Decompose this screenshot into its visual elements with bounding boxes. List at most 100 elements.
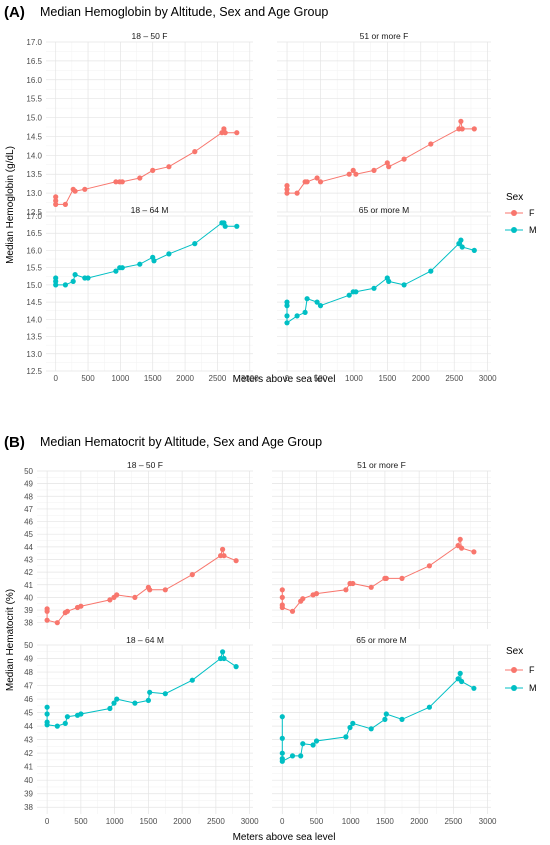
data-point [72,188,78,194]
data-point [294,313,300,319]
data-point [233,664,239,670]
data-point [72,272,78,278]
x-tick-label: 2000 [176,374,194,383]
data-point [166,164,172,170]
legend-b-title: Sex [506,646,523,657]
data-point [279,735,285,741]
data-point [113,268,119,274]
data-point [289,608,296,614]
legend-a: Sex F M [505,192,537,235]
data-point [62,201,68,207]
y-tick-label: 14.5 [26,132,42,141]
legend-b-m-label: M [529,683,537,693]
data-point [53,201,59,207]
data-point [44,704,50,710]
data-point [471,685,477,691]
data-point [132,594,138,601]
data-point [298,753,304,759]
y-tick-label: 40 [24,593,33,602]
y-tick-label: 15.0 [26,281,42,290]
data-point [426,563,432,569]
y-tick-label: 15.5 [26,264,42,273]
data-point [53,194,59,200]
data-point [279,750,285,756]
data-point [284,183,290,189]
data-point [85,275,91,281]
data-point [151,258,157,264]
y-tick-label: 42 [24,749,33,758]
data-point [371,167,377,173]
x-tick-label: 2500 [444,817,462,826]
facet-strip-label: 65 or more M [356,635,407,645]
x-tick-label: 2500 [209,374,227,383]
facet-1-1: 51 or more F [272,460,491,629]
y-tick-label: 38 [24,619,33,628]
x-tick-label: 0 [45,817,50,826]
y-tick-label: 13.5 [26,333,42,342]
series-line [55,222,237,286]
facet-strip-label: 18 – 50 F [132,31,168,41]
y-tick-label: 39 [24,790,33,799]
y-tick-label: 43 [24,736,33,745]
legend-b-m-dot [511,685,517,691]
y-tick-label: 50 [24,467,33,476]
data-point [471,126,477,132]
data-point [300,596,306,602]
x-tick-label: 2000 [410,817,428,826]
legend-b-item-m: M [505,683,537,693]
y-tick-label: 45 [24,709,33,718]
data-point [386,278,392,284]
data-point [428,141,434,147]
data-point [192,241,198,247]
data-point [234,223,240,229]
data-point [457,536,463,542]
data-point [459,545,465,551]
x-tick-label: 2500 [207,817,225,826]
x-tick-label: 500 [310,817,324,826]
data-point [428,268,434,274]
data-point [114,592,120,598]
facet-0-0: 18 – 50 F 12.5 13.0 13.5 14.0 14.5 15.0 15.5 16.… [26,31,253,217]
legend-a-m-label: M [529,225,537,235]
facet-strip-label: 18 – 64 M [126,635,164,645]
y-tick-label: 16.5 [26,57,42,66]
y-tick-label: 50 [24,641,33,650]
data-point [350,167,356,173]
data-point [426,704,432,710]
y-tick-label: 14.0 [26,151,42,160]
data-point [64,714,70,720]
data-point [279,758,285,764]
data-point [279,604,285,611]
data-point [279,714,285,720]
data-point [302,309,308,315]
facet-0-1: 51 or more F [277,31,491,213]
x-tick-label: 1000 [111,374,129,383]
facet-strip-label: 18 – 50 F [127,460,163,470]
data-point [350,580,356,587]
data-point [343,734,349,740]
data-point [113,179,119,185]
panel-a-title: Median Hemoglobin by Altitude, Sex and A… [40,5,328,19]
x-tick-label: 1500 [376,817,394,826]
data-point [459,244,465,250]
legend-b: Sex F M [505,646,537,693]
data-point [107,597,113,603]
x-tick-label: 1500 [378,374,396,383]
y-tick-label: 46 [24,695,33,704]
panel-a-letter: (A) [4,4,25,21]
facet-1-0: 18 – 50 F 38 39 40 41 42 43 44 45 46 47 48 49 50 [24,460,253,629]
data-point [119,179,125,185]
panel-b-plot-area: 18 – 50 F 38 39 40 41 42 43 44 45 46 47 48 49 50 51 or… [24,460,497,826]
y-tick-label: 12.5 [26,208,42,217]
panel-b-ylabel: Median Hematocrit (%) [5,589,16,691]
y-tick-label: 14.0 [26,315,42,324]
legend-a-f-label: F [529,208,535,218]
data-point [347,724,353,731]
data-point [382,716,388,723]
data-point [150,167,156,173]
x-tick-label: 2000 [412,374,430,383]
data-point [399,716,405,723]
data-point [304,179,310,185]
data-point [53,282,59,288]
data-point [458,118,464,124]
